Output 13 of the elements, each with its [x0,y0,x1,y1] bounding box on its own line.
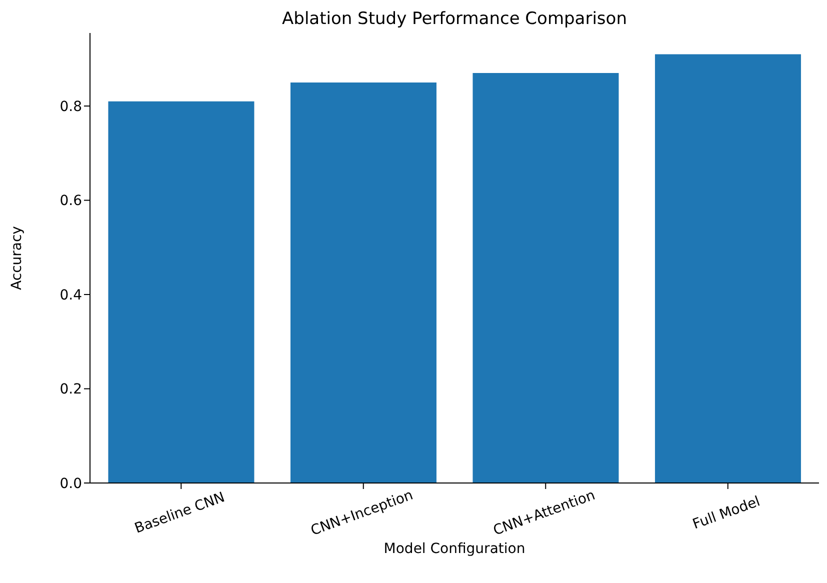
chart-title: Ablation Study Performance Comparison [281,8,628,30]
bar [654,54,801,483]
y-tick-label: 0.4 [60,287,82,304]
bar [472,73,619,483]
x-axis-title: Model Configuration [384,541,526,557]
bar [290,82,436,483]
y-tick-label: 0.2 [60,382,82,398]
y-axis-title: Accuracy [8,226,25,290]
y-tick-label: 0.0 [60,476,82,492]
y-tick-label: 0.8 [60,99,82,116]
x-tick-label: Full Model [690,494,762,533]
y-tick-label: 0.6 [60,193,82,210]
bar [108,101,254,483]
